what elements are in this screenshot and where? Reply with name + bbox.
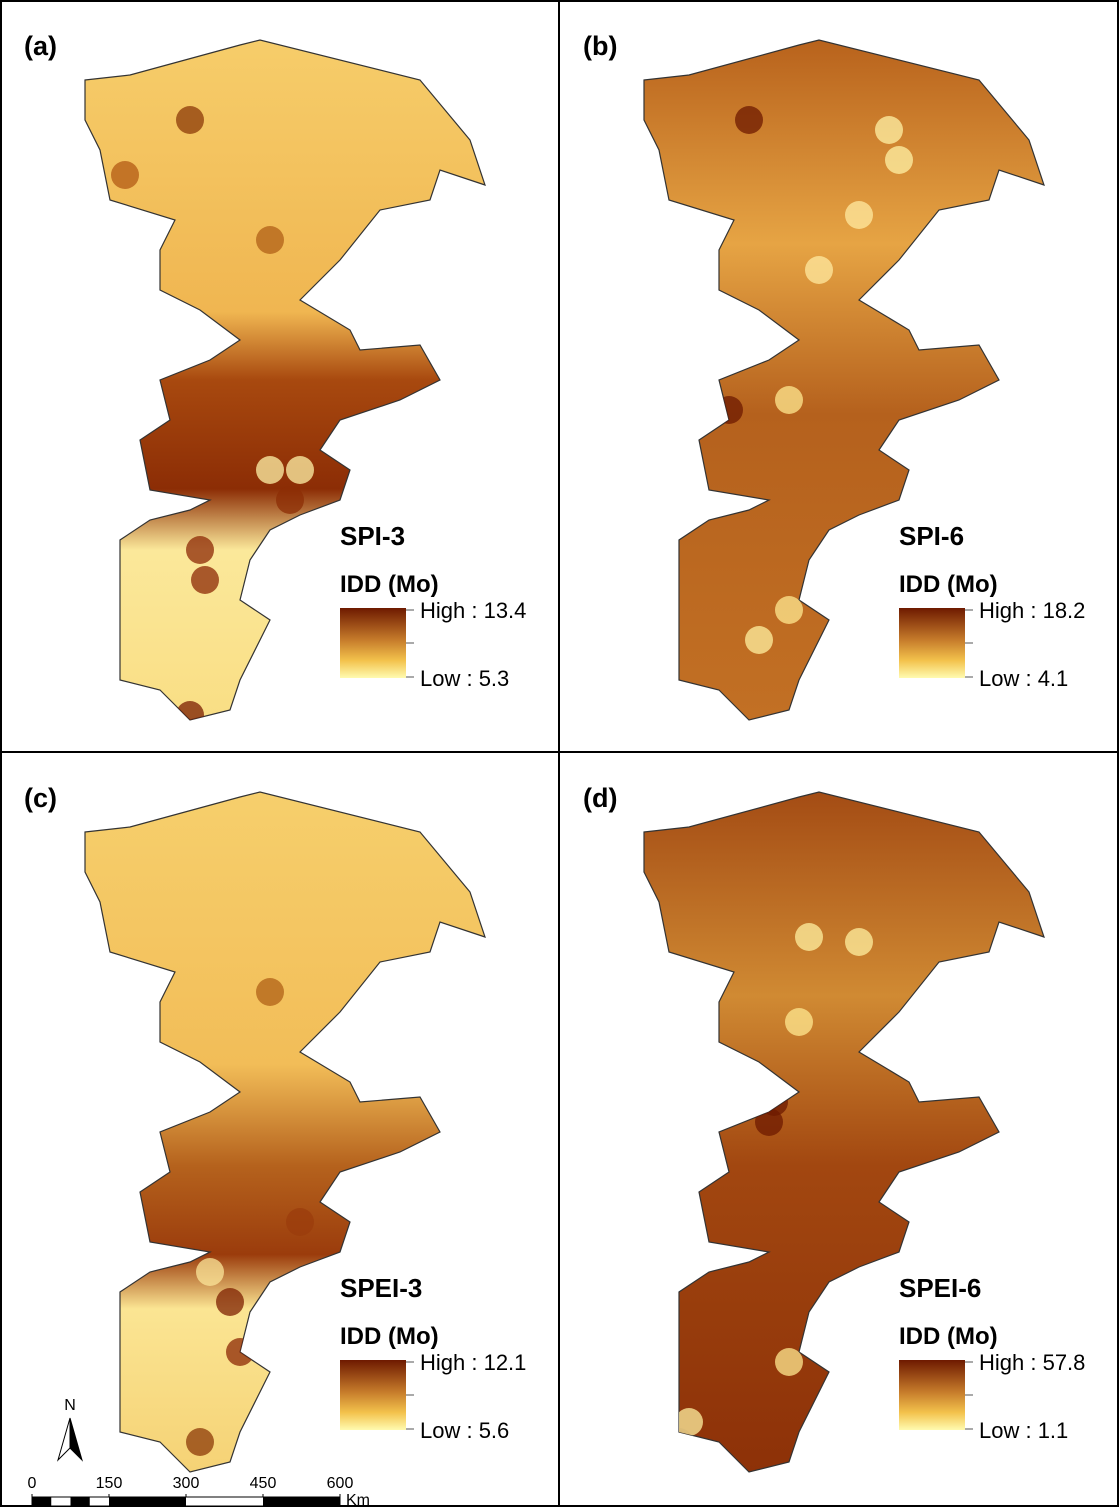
legend-high: High : 18.2 [979, 598, 1085, 623]
hotspot [276, 486, 304, 514]
hotspot [795, 923, 823, 951]
hotspot [775, 386, 803, 414]
legend-title: IDD (Mo) [340, 571, 439, 598]
hotspot [176, 701, 204, 720]
legend-ramp [340, 1360, 406, 1430]
hotspot [256, 978, 284, 1006]
map-panel: (d) SPEI-6 IDD (Mo)High : 57.8 Low : 1.1 [583, 783, 1085, 1473]
hotspot [845, 201, 873, 229]
scale-unit: Km [346, 1492, 370, 1507]
hotspot [775, 1348, 803, 1376]
hotspot [735, 106, 763, 134]
panel-label: (d) [583, 783, 617, 813]
index-title: SPI-3 [340, 521, 405, 551]
hotspot [196, 1258, 224, 1286]
panel-label: (b) [583, 31, 617, 61]
hotspot [176, 106, 204, 134]
legend-ramp [899, 1360, 965, 1430]
legend-title: IDD (Mo) [899, 571, 998, 598]
scale-segment [109, 1497, 186, 1506]
hotspot [216, 1288, 244, 1316]
scale-segment [70, 1497, 90, 1506]
index-title: SPI-6 [899, 521, 964, 551]
hotspot [226, 1338, 254, 1366]
legend-title: IDD (Mo) [899, 1323, 998, 1350]
scale-label: 450 [250, 1475, 277, 1492]
legend-low: Low : 5.3 [420, 666, 509, 691]
legend-ramp [899, 608, 965, 678]
scale-label: 600 [327, 1475, 354, 1492]
legend-title: IDD (Mo) [340, 1323, 439, 1350]
hotspot [785, 1008, 813, 1036]
hotspot [715, 396, 743, 424]
legend-low: Low : 5.6 [420, 1418, 509, 1443]
hotspot [885, 146, 913, 174]
index-title: SPEI-6 [899, 1273, 981, 1303]
legend-low: Low : 4.1 [979, 666, 1068, 691]
scale-label: 150 [96, 1475, 123, 1492]
hotspot [845, 928, 873, 956]
legend-low: Low : 1.1 [979, 1418, 1068, 1443]
hotspot [256, 456, 284, 484]
legend-high: High : 57.8 [979, 1350, 1085, 1375]
legend-ramp [340, 608, 406, 678]
panel-label: (c) [24, 783, 57, 813]
hotspot [186, 536, 214, 564]
hotspot [675, 1408, 703, 1436]
hotspots [186, 978, 314, 1456]
hotspots [111, 106, 314, 720]
index-title: SPEI-3 [340, 1273, 422, 1303]
north-label: N [64, 1397, 76, 1414]
hotspot [256, 226, 284, 254]
scale-segment [263, 1497, 340, 1506]
hotspot [605, 818, 633, 846]
legend-high: High : 13.4 [420, 598, 526, 623]
panel-label: (a) [24, 31, 57, 61]
scale-segment [32, 1497, 52, 1506]
hotspot [745, 626, 773, 654]
hotspot [805, 256, 833, 284]
hotspot [191, 566, 219, 594]
hotspot [286, 1208, 314, 1236]
hotspot [286, 456, 314, 484]
scale-label: 300 [173, 1475, 200, 1492]
hotspot [775, 596, 803, 624]
hotspot [875, 116, 903, 144]
legend-high: High : 12.1 [420, 1350, 526, 1375]
north-arrow: N [56, 1397, 84, 1462]
scale-label: 0 [28, 1475, 37, 1492]
map-panel: (c) SPEI-3 IDD (Mo)High : 12.1 Low : 5.6 [24, 783, 526, 1473]
hotspot [755, 1108, 783, 1136]
hotspot [186, 1428, 214, 1456]
map-panel: (a) SPI-3 IDD (Mo)High : 13.4 Low : 5.3 [24, 31, 526, 721]
map-panel: (b) SPI-6 IDD (Mo)High : 18.2 Low : 4.1 [583, 31, 1085, 721]
hotspot [111, 161, 139, 189]
